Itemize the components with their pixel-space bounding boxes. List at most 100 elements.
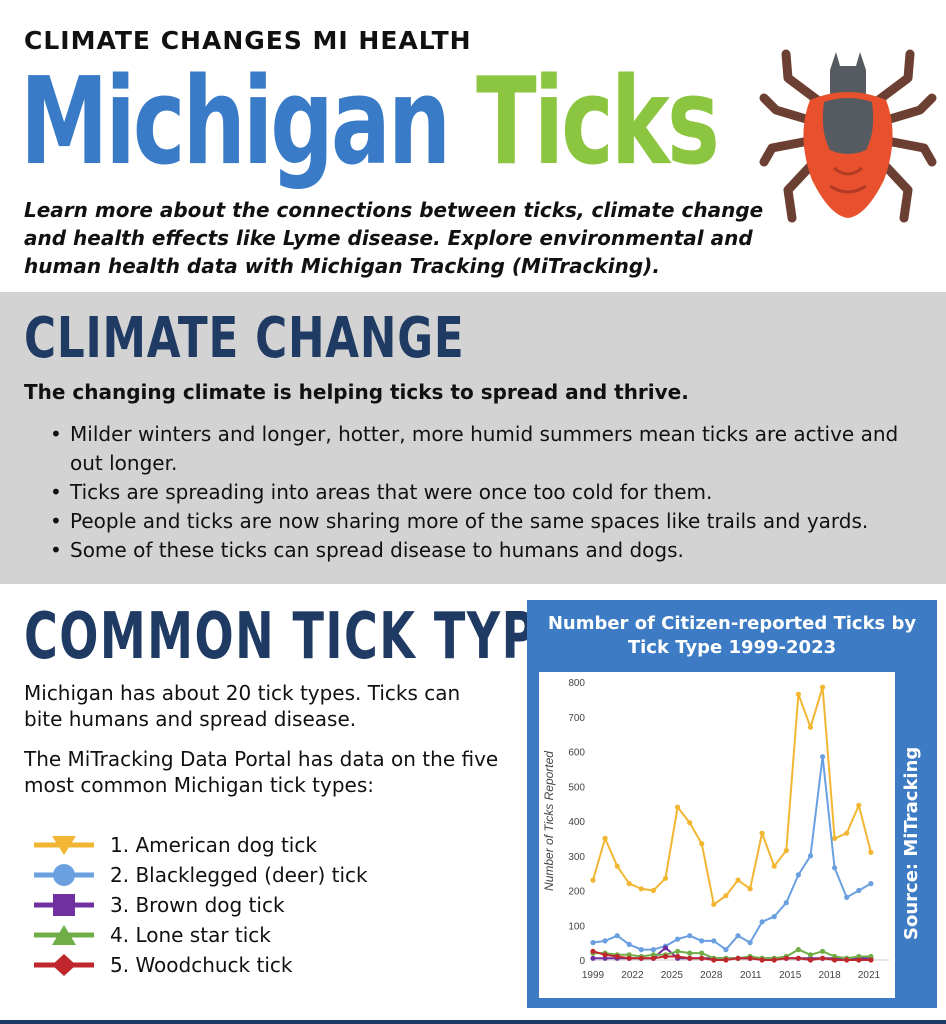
- tick-chart-panel: Number of Citizen-reported Ticks by Tick…: [527, 600, 937, 1008]
- tick-line-chart: 0 100 200 300 400 500 600 700 800 Number of Ticks…: [542, 678, 889, 981]
- y-tick-label: 300: [568, 852, 585, 863]
- x-tick-label: 1999: [582, 970, 605, 981]
- bullet-item: Some of these ticks can spread disease t…: [46, 536, 926, 565]
- title-word-ticks: Ticks: [476, 53, 720, 192]
- data-point: [735, 955, 741, 961]
- data-point: [807, 853, 814, 859]
- data-point: [662, 875, 669, 881]
- data-point: [687, 955, 693, 961]
- climate-change-section: CLIMATE CHANGE The changing climate is h…: [0, 292, 946, 584]
- data-point: [771, 914, 777, 920]
- data-point: [614, 953, 620, 960]
- x-tick-label: 2011: [740, 970, 762, 981]
- data-point: [759, 830, 765, 836]
- y-tick-label: 400: [568, 817, 585, 828]
- data-point: [699, 955, 705, 961]
- x-tick-label: 2022: [621, 970, 644, 981]
- data-point: [820, 684, 826, 690]
- series-line-4: [593, 948, 871, 960]
- data-point: [626, 881, 632, 887]
- data-point: [650, 955, 656, 961]
- climate-change-heading: CLIMATE CHANGE: [24, 306, 465, 371]
- bullet-item: Milder winters and longer, hotter, more …: [46, 420, 926, 478]
- x-tick-label: 2015: [779, 970, 802, 981]
- legend-label: 1. American dog tick: [110, 833, 317, 857]
- chart-title: Number of Citizen-reported Ticks by Tick…: [547, 613, 917, 658]
- data-point: [759, 957, 765, 963]
- data-point: [832, 957, 838, 963]
- data-point: [662, 945, 669, 951]
- data-point: [638, 947, 644, 953]
- series-line-2: [592, 755, 872, 951]
- legend-label: 3. Brown dog tick: [110, 893, 285, 917]
- y-tick-label: 800: [568, 678, 585, 689]
- climate-change-lead: The changing climate is helping ticks to…: [24, 380, 689, 404]
- tick-types-paragraph-1: Michigan has about 20 tick types. Ticks …: [24, 681, 461, 731]
- data-point: [602, 952, 608, 958]
- title-word-michigan: Michigan: [20, 53, 451, 192]
- legend-item-woodchuck-tick: 5. Woodchuck tick: [32, 950, 368, 980]
- data-point: [856, 957, 862, 963]
- chart-source: Source: MiTracking: [901, 746, 922, 940]
- data-point: [868, 957, 874, 963]
- legend-label: 2. Blacklegged (deer) tick: [110, 863, 368, 887]
- data-point: [626, 955, 632, 961]
- data-point: [783, 955, 789, 961]
- data-point: [807, 724, 814, 730]
- data-point: [711, 957, 717, 963]
- data-point: [795, 955, 801, 961]
- data-point: [711, 901, 717, 907]
- data-point: [687, 933, 693, 939]
- data-point: [662, 953, 669, 960]
- data-point: [832, 865, 838, 871]
- series-line-1: [592, 686, 872, 906]
- intro-text: Learn more about the connections between…: [24, 198, 764, 278]
- y-tick-label: 0: [579, 956, 585, 967]
- legend-item-brown-dog-tick: 3. Brown dog tick: [32, 890, 368, 920]
- data-point: [747, 886, 753, 892]
- x-tick-label: 2028: [700, 970, 723, 981]
- data-point: [687, 950, 693, 956]
- data-point: [699, 938, 705, 944]
- data-point: [699, 950, 705, 956]
- data-point: [844, 894, 850, 900]
- data-point: [638, 955, 644, 961]
- data-point: [820, 948, 826, 954]
- data-point: [820, 955, 826, 961]
- data-point: [795, 947, 801, 953]
- data-point: [783, 900, 789, 906]
- data-point: [626, 941, 632, 947]
- bullet-item: People and ticks are now sharing more of…: [46, 507, 926, 536]
- data-point: [723, 957, 729, 963]
- series-line-3: [593, 946, 871, 960]
- data-point: [675, 936, 681, 942]
- data-point: [820, 754, 826, 760]
- legend-item-blacklegged-tick: 2. Blacklegged (deer) tick: [32, 860, 368, 890]
- climate-bullet-list: Milder winters and longer, hotter, more …: [46, 420, 926, 565]
- y-tick-label: 100: [568, 921, 585, 932]
- tick-icon: [759, 49, 937, 223]
- data-point: [699, 841, 705, 847]
- data-point: [590, 955, 596, 961]
- data-point: [602, 938, 608, 944]
- data-point: [747, 955, 753, 961]
- x-tick-label: 2025: [661, 970, 684, 981]
- data-point: [856, 802, 862, 808]
- data-point: [614, 863, 620, 869]
- data-point: [783, 847, 789, 854]
- data-point: [795, 691, 801, 697]
- diamond-marker-icon: [34, 954, 94, 976]
- legend-label: 5. Woodchuck tick: [110, 953, 293, 977]
- circle-marker-icon: [34, 864, 94, 886]
- bullet-item: Ticks are spreading into areas that were…: [46, 478, 926, 507]
- data-point: [590, 948, 596, 954]
- data-point: [735, 877, 741, 883]
- page-title: Michigan Ticks: [20, 58, 720, 188]
- x-tick-label: 2021: [858, 970, 881, 981]
- data-point: [795, 872, 801, 878]
- data-point: [675, 948, 681, 954]
- data-point: [771, 863, 777, 869]
- data-point: [650, 947, 656, 953]
- kicker-heading: CLIMATE CHANGES MI HEALTH: [24, 26, 472, 55]
